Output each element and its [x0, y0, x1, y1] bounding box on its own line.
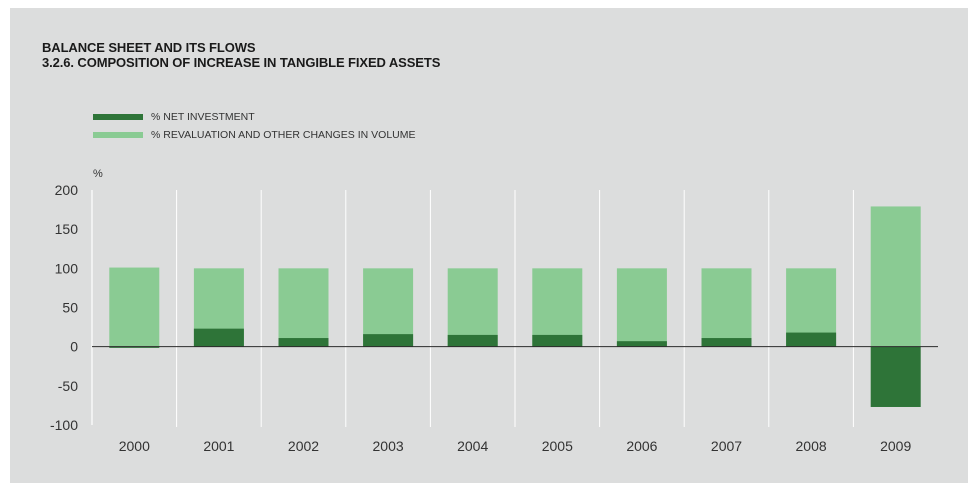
x-tick-label: 2006: [626, 438, 657, 454]
y-tick-label: 100: [55, 260, 79, 276]
bar-revaluation: [279, 268, 329, 346]
bar-net-investment: [532, 335, 582, 347]
bar-net-investment: [786, 333, 836, 347]
x-tick-label: 2003: [373, 438, 404, 454]
x-tick-label: 2005: [542, 438, 573, 454]
bar-net-investment: [702, 338, 752, 347]
bar-net-investment: [448, 335, 498, 347]
bar-revaluation: [702, 268, 752, 346]
bar-revaluation: [617, 268, 667, 346]
y-tick-label: -100: [50, 417, 78, 433]
y-tick-label: 0: [70, 339, 78, 355]
bar-revaluation: [871, 206, 921, 346]
y-axis-unit-label: %: [93, 168, 103, 180]
y-tick-label: 200: [55, 182, 79, 198]
y-tick-label: -50: [58, 378, 78, 394]
bar-net-investment: [363, 334, 413, 347]
y-tick-label: 50: [62, 300, 78, 316]
x-tick-label: 2002: [288, 438, 319, 454]
bar-net-investment: [871, 347, 921, 407]
bar-net-investment: [617, 341, 667, 346]
x-tick-label: 2007: [711, 438, 742, 454]
x-tick-label: 2001: [203, 438, 234, 454]
y-tick-label: 150: [55, 221, 79, 237]
x-tick-label: 2004: [457, 438, 488, 454]
x-tick-label: 2008: [796, 438, 827, 454]
bar-net-investment: [279, 338, 329, 347]
x-tick-label: 2000: [119, 438, 150, 454]
bar-revaluation: [109, 268, 159, 347]
x-tick-label: 2009: [880, 438, 911, 454]
bar-net-investment: [194, 329, 244, 347]
